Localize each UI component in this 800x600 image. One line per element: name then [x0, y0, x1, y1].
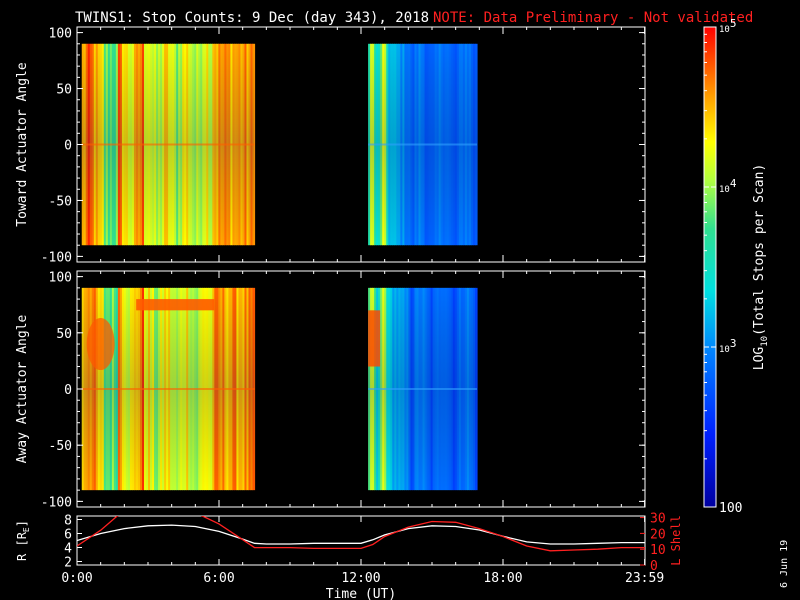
r-label-text: R [R — [15, 531, 29, 561]
lshell-series-line — [77, 516, 645, 552]
colorbar-tick-base: 10 — [719, 345, 730, 355]
y-tick-label: 0 — [64, 139, 72, 154]
r-label-end: ] — [15, 520, 29, 527]
lshell-tick-label: 10 — [650, 543, 666, 558]
y-tick-label: -100 — [41, 250, 72, 265]
heatmap-feature — [136, 299, 215, 311]
lshell-tick-label: 0 — [650, 559, 658, 574]
y-tick-label: 100 — [49, 27, 72, 42]
x-tick-label: 12:00 — [341, 571, 380, 586]
lshell-tick-label: 30 — [650, 512, 666, 527]
y-tick-label: -50 — [49, 439, 72, 454]
lshell-axis-label: L Shell — [669, 515, 683, 566]
x-axis-label: Time (UT) — [326, 587, 396, 600]
y-axis-label: Toward Actuator Angle — [15, 62, 30, 227]
r-series-line — [77, 524, 645, 545]
colorbar-tick-base: 100 — [719, 501, 742, 516]
r-tick-label: 8 — [64, 514, 72, 529]
r-tick-label: 4 — [64, 542, 72, 557]
y-tick-label: 100 — [49, 271, 72, 286]
lshell-tick-label: 20 — [650, 527, 666, 542]
x-tick-label: 18:00 — [483, 571, 522, 586]
x-tick-label: 6:00 — [203, 571, 234, 586]
colorbar-gradient — [703, 26, 717, 508]
chart-title: TWINS1: Stop Counts: 9 Dec (day 343), 20… — [75, 10, 429, 26]
colorbar-tick-label: 105 — [719, 17, 736, 35]
y-axis-label: Away Actuator Angle — [15, 314, 30, 463]
toward-panel: 100 50 0 -50 -100 Toward Actuator Angle — [15, 26, 646, 265]
heatmap-feature — [86, 318, 115, 371]
r-tick-label: 6 — [64, 528, 72, 543]
y-tick-label: 50 — [56, 83, 72, 98]
y-tick-label: -100 — [41, 495, 72, 510]
r-tick-label: 2 — [64, 556, 72, 571]
colorbar-tick-label: 100 — [719, 501, 742, 516]
r-axis-label: R [RE] — [15, 520, 31, 561]
y-tick-label: 0 — [64, 383, 72, 398]
colorbar-tick-exp: 4 — [730, 177, 737, 190]
preliminary-note: NOTE: Data Preliminary - Not validated — [433, 10, 753, 26]
colorbar-label-sub: 10 — [760, 336, 770, 347]
colorbar-tick-label: 103 — [719, 337, 736, 355]
colorbar-label-post: (Total Stops per Scan) — [752, 164, 767, 336]
colorbar-tick-label: 104 — [719, 177, 737, 195]
colorbar-label: LOG10(Total Stops per Scan) — [752, 164, 770, 371]
orbit-frame — [76, 515, 646, 566]
y-tick-label: 50 — [56, 327, 72, 342]
colorbar-tick-base: 10 — [719, 25, 730, 35]
y-tick-label: -50 — [49, 194, 72, 209]
colorbar-tick-exp: 3 — [730, 337, 737, 350]
date-stamp: 6 Jun 19 — [779, 540, 790, 588]
away-panel: 100 50 0 -50 -100 Away Actuator Angle — [15, 270, 646, 510]
colorbar-tick-base: 10 — [719, 185, 730, 195]
x-tick-label: 23:59 — [625, 571, 664, 586]
heatmap-feature — [368, 310, 381, 367]
colorbar-tick-exp: 5 — [730, 17, 737, 30]
r-label-sub: E — [22, 527, 31, 532]
x-tick-label: 0:00 — [61, 571, 92, 586]
colorbar-label-pre: LOG — [752, 347, 767, 371]
